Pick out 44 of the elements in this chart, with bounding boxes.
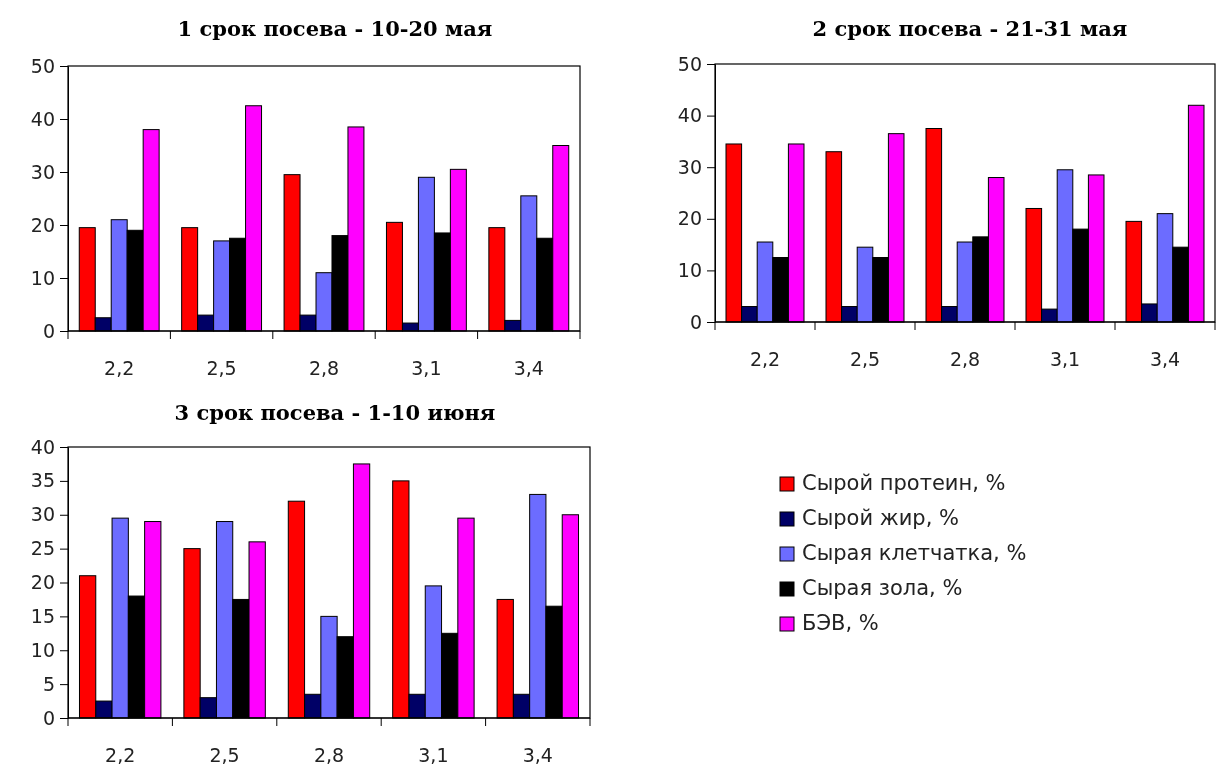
legend-label: Сырая клетчатка, % bbox=[802, 541, 1027, 565]
y-tick-label: 30 bbox=[30, 160, 55, 183]
x-tick-label: 3,1 bbox=[411, 357, 442, 379]
y-tick-label: 0 bbox=[42, 319, 55, 342]
legend-label: Сырой протеин, % bbox=[802, 471, 1006, 495]
x-tick-label: 2,8 bbox=[308, 357, 340, 379]
x-tick-label: 2,2 bbox=[104, 357, 135, 379]
y-tick-label: 20 bbox=[30, 213, 55, 236]
y-tick-label: 5 bbox=[42, 672, 55, 695]
y-tick-label: 25 bbox=[30, 537, 55, 560]
y-tick-label: 40 bbox=[677, 104, 702, 127]
y-tick-label: 40 bbox=[30, 435, 55, 458]
x-tick-label: 3,4 bbox=[1149, 348, 1181, 370]
x-tick-label: 3,4 bbox=[513, 357, 544, 379]
y-tick-label: 50 bbox=[30, 54, 55, 77]
chart-title: 2 срок посева - 21-31 мая bbox=[812, 16, 1128, 41]
y-tick-label: 10 bbox=[30, 266, 55, 289]
y-tick-label: 0 bbox=[689, 310, 702, 333]
y-tick-label: 30 bbox=[677, 155, 702, 178]
y-tick-label: 10 bbox=[30, 638, 55, 661]
x-tick-label: 3,1 bbox=[1049, 348, 1081, 370]
chart-title: 1 срок посева - 10-20 мая bbox=[177, 16, 493, 41]
x-tick-label: 2,5 bbox=[849, 348, 881, 370]
y-tick-label: 0 bbox=[42, 706, 55, 729]
y-tick-label: 20 bbox=[677, 207, 702, 230]
y-tick-label: 15 bbox=[30, 604, 55, 627]
x-tick-label: 2,2 bbox=[749, 348, 781, 370]
x-tick-label: 2,8 bbox=[313, 744, 345, 766]
legend-label: БЭВ, % bbox=[802, 611, 879, 635]
x-tick-label: 3,4 bbox=[522, 744, 553, 766]
x-tick-label: 3,1 bbox=[418, 744, 449, 766]
y-tick-label: 20 bbox=[30, 571, 55, 594]
y-tick-label: 10 bbox=[677, 258, 702, 281]
x-tick-label: 2,5 bbox=[206, 357, 237, 379]
legend-label: Сырая зола, % bbox=[802, 576, 963, 600]
legend-label: Сырой жир, % bbox=[802, 506, 959, 530]
chart-title: 3 срок посева - 1-10 июня bbox=[174, 400, 496, 425]
x-tick-label: 2,5 bbox=[209, 744, 240, 766]
y-tick-label: 50 bbox=[677, 52, 702, 75]
y-tick-label: 40 bbox=[30, 107, 55, 130]
x-tick-label: 2,8 bbox=[949, 348, 981, 370]
x-tick-label: 2,2 bbox=[105, 744, 136, 766]
y-tick-label: 30 bbox=[30, 503, 55, 526]
y-tick-label: 35 bbox=[30, 469, 55, 492]
